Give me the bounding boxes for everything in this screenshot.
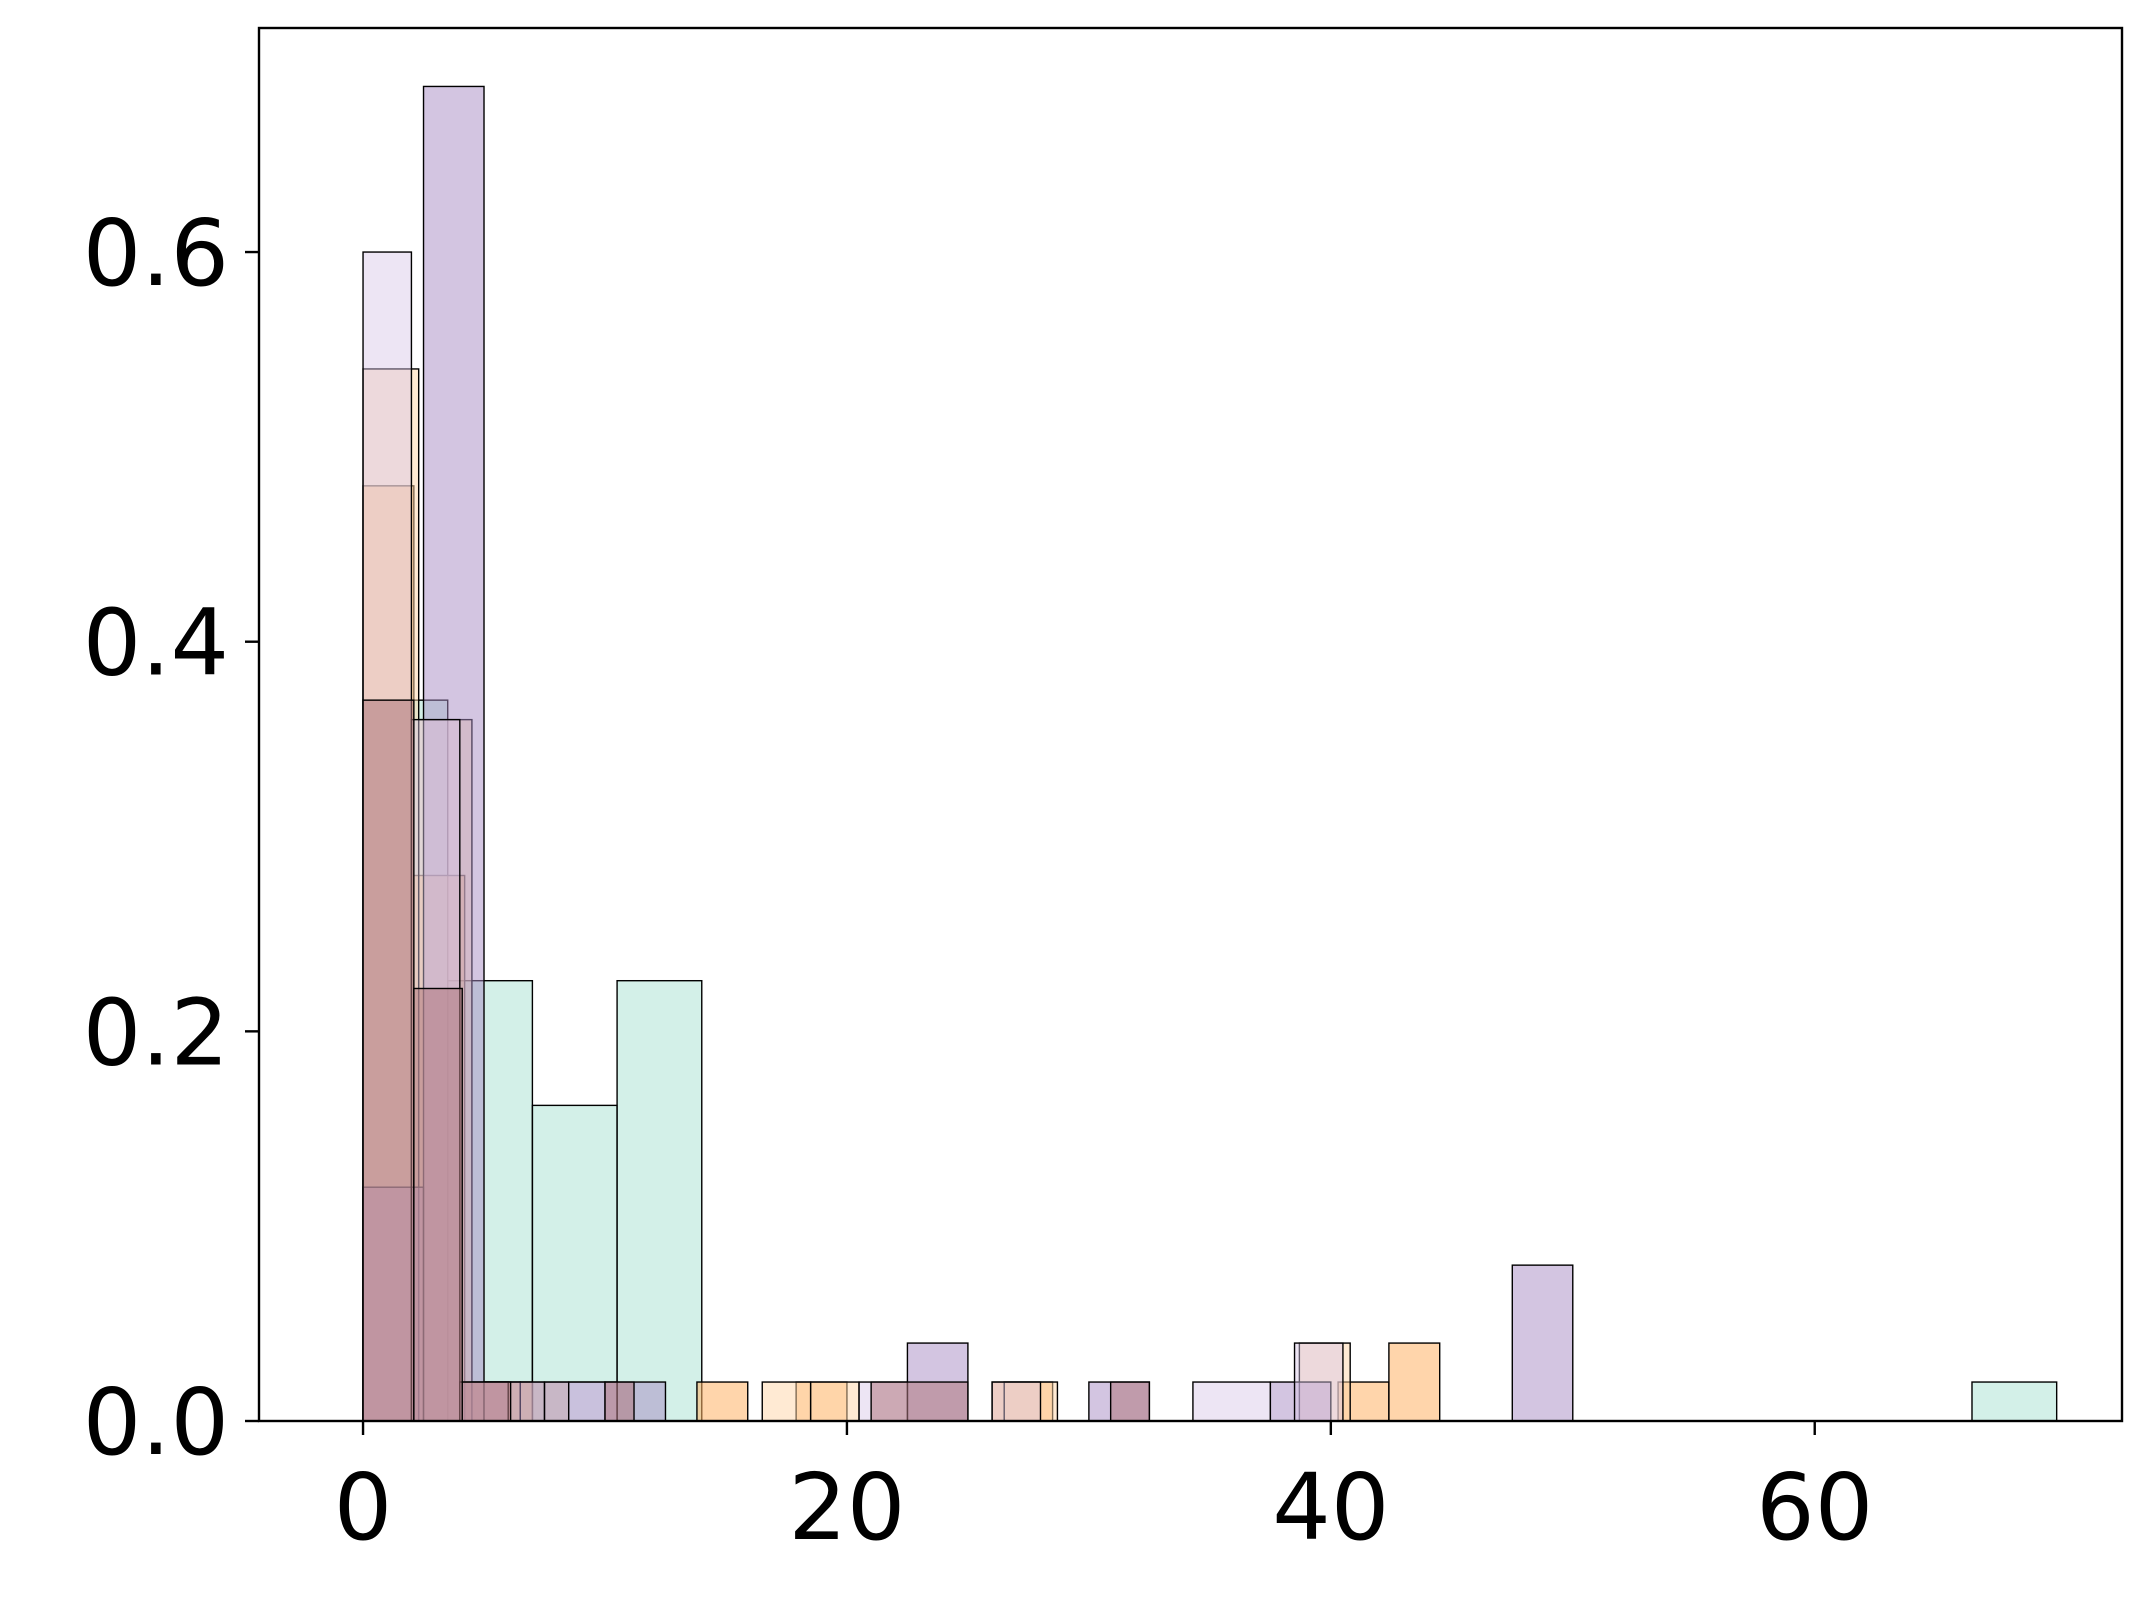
y-tick-label: 0.2: [83, 979, 229, 1086]
y-tick-label: 0.0: [83, 1369, 229, 1476]
histogram-bar: [362, 699, 415, 1422]
x-tick-label: 60: [1756, 1454, 1873, 1561]
histogram-bar: [531, 1104, 618, 1422]
histogram-bar: [1269, 1381, 1332, 1422]
histogram-bar: [1192, 1381, 1272, 1422]
histogram-bar: [604, 1381, 635, 1422]
y-tick-label: 0.4: [83, 590, 229, 697]
x-tick-label: 20: [788, 1454, 905, 1561]
histogram-bar: [1388, 1342, 1441, 1422]
histogram-bar: [461, 1381, 512, 1422]
histogram-bar: [991, 1381, 1042, 1422]
x-tick-label: 0: [334, 1454, 393, 1561]
y-tick-label: 0.6: [83, 200, 229, 307]
histogram-bar: [696, 1381, 749, 1422]
histogram-bar: [1293, 1342, 1344, 1422]
histogram-bar: [870, 1381, 969, 1422]
histogram-series-1: [362, 699, 2058, 1422]
x-tick-label: 40: [1272, 1454, 1389, 1561]
bars-layer: [362, 85, 2058, 1422]
histogram-bar: [1109, 1381, 1151, 1422]
histogram-bar: [809, 1381, 860, 1422]
histogram-series-6: [362, 699, 1151, 1422]
histogram-bar: [1511, 1264, 1574, 1422]
histogram-bar: [761, 1381, 812, 1422]
histogram-bar: [413, 987, 463, 1422]
plot-frame: [257, 26, 2124, 1423]
axis-ticks: 0 20 40 60 0.0 0.2 0.4 0.6: [83, 200, 1874, 1561]
histogram-bar: [1971, 1381, 2058, 1422]
histogram-bar: [616, 979, 703, 1422]
histogram-bar: [1003, 1381, 1059, 1422]
